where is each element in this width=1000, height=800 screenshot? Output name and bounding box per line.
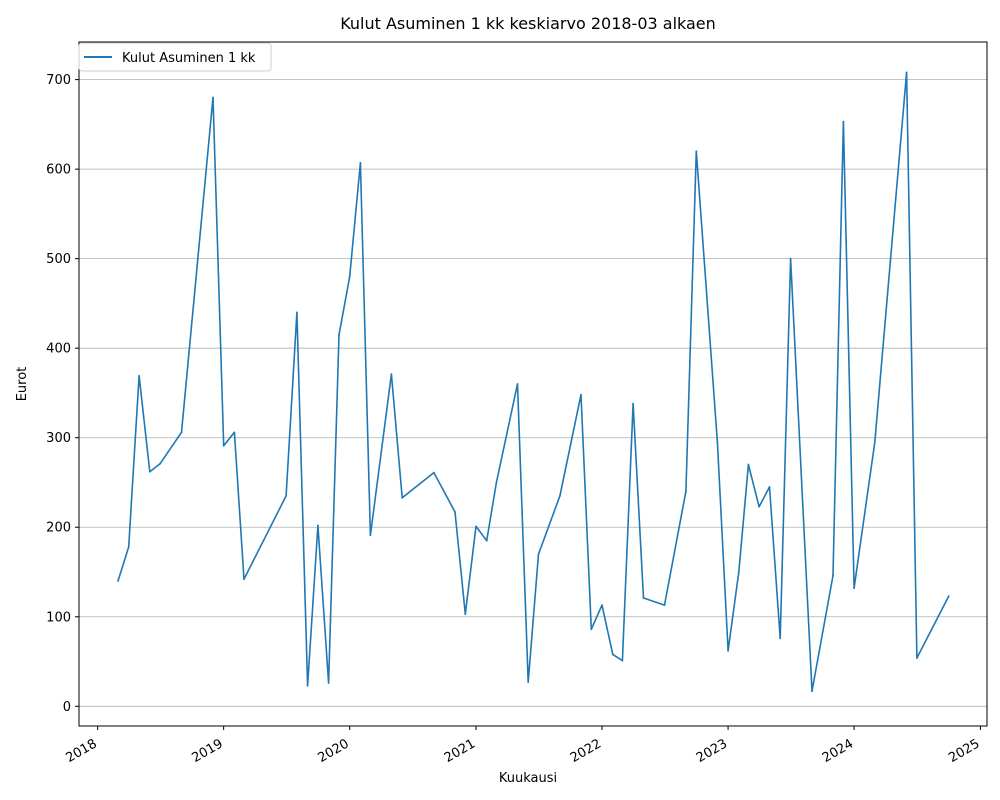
data-point: [516, 383, 519, 385]
data-point: [853, 587, 855, 590]
x-tick-label: 2019: [189, 736, 225, 766]
data-point: [285, 495, 288, 497]
data-point: [433, 471, 435, 474]
x-tick-label: 2022: [568, 736, 604, 766]
data-point: [212, 96, 214, 99]
data-point: [138, 375, 140, 377]
data-point: [127, 546, 130, 548]
data-point: [537, 553, 540, 556]
data-point: [180, 431, 183, 434]
y-tick-label: 400: [46, 342, 71, 357]
x-tick-label: 2020: [316, 736, 352, 766]
data-point: [348, 275, 351, 278]
data-point: [485, 539, 488, 542]
data-point: [642, 597, 645, 599]
data-point: [621, 659, 624, 662]
y-tick-label: 600: [46, 163, 71, 178]
legend-label: Kulut Asuminen 1 kk: [122, 51, 256, 66]
y-tick-label: 200: [46, 521, 71, 536]
x-tick-label: 2021: [442, 736, 478, 766]
data-point: [811, 690, 813, 692]
data-point: [233, 431, 236, 434]
data-point: [243, 578, 245, 581]
data-point: [873, 441, 876, 444]
chart-title: Kulut Asuminen 1 kk keskiarvo 2018-03 al…: [340, 14, 716, 33]
data-point: [590, 628, 593, 631]
data-point: [842, 120, 845, 123]
data-point: [716, 441, 719, 444]
data-point: [495, 481, 498, 484]
data-point: [695, 150, 698, 153]
y-tick-label: 700: [46, 73, 71, 88]
plot-frame: [78, 41, 988, 727]
data-point: [464, 613, 467, 615]
x-tick-label: 2023: [694, 736, 730, 766]
data-point: [601, 604, 603, 607]
y-tick-label: 0: [63, 700, 71, 715]
data-point: [159, 462, 162, 465]
x-tick-label: 2024: [820, 736, 856, 766]
data-point: [580, 393, 582, 396]
y-axis-label: Eurot: [15, 367, 30, 402]
data-point: [390, 373, 393, 376]
y-tick-label: 500: [46, 252, 71, 267]
data-point: [148, 470, 151, 473]
data-point: [758, 505, 761, 508]
data-point: [338, 333, 340, 336]
data-point: [747, 463, 750, 466]
data-point: [768, 486, 771, 488]
data-point: [527, 681, 530, 684]
data-point: [727, 649, 729, 652]
data-point: [317, 524, 319, 527]
y-tick-label: 100: [46, 610, 71, 625]
series-line-0: [117, 71, 950, 692]
data-point: [306, 684, 309, 687]
data-point: [559, 495, 561, 497]
data-point: [789, 257, 792, 260]
data-point: [737, 571, 740, 573]
data-point: [359, 161, 362, 164]
data-point: [905, 71, 908, 74]
data-point: [295, 311, 298, 314]
data-point: [369, 534, 372, 537]
y-tick-label: 300: [46, 431, 71, 446]
data-point: [222, 444, 225, 447]
data-point: [475, 525, 477, 528]
data-point: [947, 595, 950, 598]
data-point: [611, 653, 614, 656]
data-point: [832, 574, 834, 577]
y-axis: 0 100 200 300 400 500 600 700: [46, 73, 79, 715]
data-point: [685, 490, 687, 493]
legend-box: [78, 42, 272, 72]
x-tick-label: 2018: [63, 736, 99, 766]
data-point: [401, 496, 404, 499]
x-tick-label: 2025: [946, 736, 982, 766]
data-point: [663, 604, 666, 607]
data-point: [632, 402, 635, 405]
x-axis: 2018 2019 2020 2021 2022 2023 2024 2025: [63, 726, 982, 766]
data-point: [916, 657, 918, 659]
data-point: [454, 511, 456, 513]
series-layer: [117, 71, 950, 692]
data-point: [779, 637, 782, 640]
legend: Kulut Asuminen 1 kk: [78, 42, 272, 72]
data-point: [117, 580, 119, 582]
x-axis-label: Kuukausi: [499, 771, 557, 786]
data-point: [327, 682, 330, 684]
